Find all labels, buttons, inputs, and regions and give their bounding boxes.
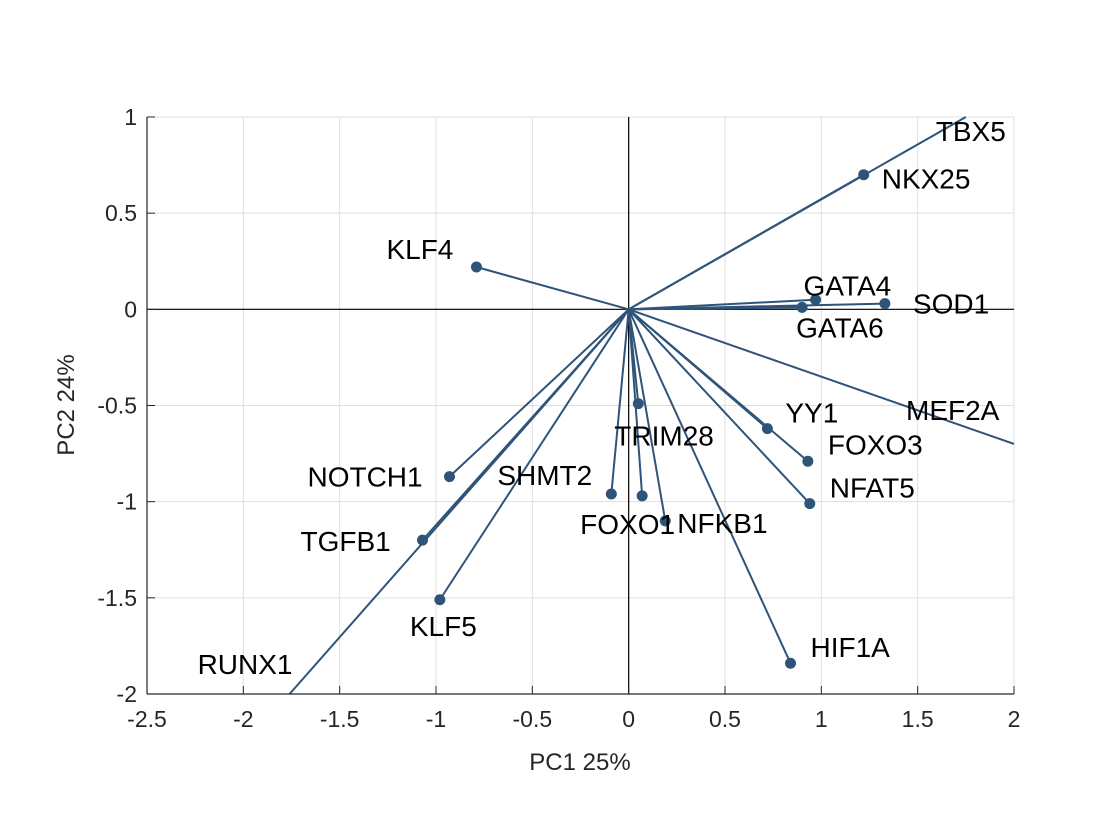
loading-vectors xyxy=(288,116,1015,695)
y-tick-label: -1.5 xyxy=(97,585,137,611)
label-klf5: KLF5 xyxy=(410,611,477,642)
marker-yy1 xyxy=(761,423,773,435)
marker-klf5 xyxy=(434,594,446,606)
x-tick-label: -1.5 xyxy=(320,706,360,732)
x-tick-label: -2.5 xyxy=(127,706,167,732)
label-tgfb1: TGFB1 xyxy=(301,526,391,557)
vector-nkx25 xyxy=(628,173,865,311)
x-tick-label: -1 xyxy=(426,706,446,732)
vector-klf5 xyxy=(439,308,630,601)
x-axis-title: PC1 25% xyxy=(529,749,630,776)
label-notch1: NOTCH1 xyxy=(307,462,422,493)
vector-nfat5 xyxy=(627,308,811,505)
label-trim28: TRIM28 xyxy=(614,421,714,452)
zero-lines xyxy=(147,117,1014,694)
y-tick-label: -0.5 xyxy=(97,393,137,419)
marker-foxo1 xyxy=(636,490,648,502)
y-tick-labels: -2 -1.5 -1 -0.5 0 0.5 1 xyxy=(97,104,137,707)
label-gata4: GATA4 xyxy=(804,271,892,302)
x-tick-label: -2 xyxy=(233,706,253,732)
vector-runx1 xyxy=(288,308,630,695)
loading-markers xyxy=(417,169,891,669)
label-tbx5: TBX5 xyxy=(936,116,1006,147)
label-runx1: RUNX1 xyxy=(198,649,293,680)
marker-klf4 xyxy=(470,261,482,273)
x-tick-label: 2 xyxy=(1008,706,1021,732)
vector-klf4 xyxy=(476,266,629,311)
marker-nfkb1 xyxy=(659,515,671,527)
marker-gata4 xyxy=(810,294,822,306)
label-foxo1: FOXO1 xyxy=(580,509,675,540)
vector-notch1 xyxy=(448,308,630,478)
marker-gata6 xyxy=(796,301,808,313)
label-gata6: GATA6 xyxy=(796,312,884,343)
label-shmt2: SHMT2 xyxy=(497,460,592,491)
vector-sod1 xyxy=(628,302,885,311)
vector-shmt2 xyxy=(610,309,630,495)
vector-nfkb1 xyxy=(627,309,667,522)
marker-nkx25 xyxy=(858,169,870,181)
y-tick-label: 0 xyxy=(124,296,137,322)
y-tick-label: -1 xyxy=(117,489,137,515)
marker-notch1 xyxy=(443,471,455,483)
x-tick-label: 1.5 xyxy=(902,706,934,732)
marker-shmt2 xyxy=(605,488,617,500)
x-tick-label: -0.5 xyxy=(513,706,553,732)
label-nkx25: NKX25 xyxy=(882,164,971,195)
label-klf4: KLF4 xyxy=(386,234,453,265)
axes xyxy=(146,116,1015,695)
label-hif1a: HIF1A xyxy=(811,632,891,663)
y-tick-label: 0.5 xyxy=(105,200,137,226)
label-mef2a: MEF2A xyxy=(906,395,1000,426)
label-nfkb1: NFKB1 xyxy=(677,508,767,539)
vector-foxo3 xyxy=(628,308,809,463)
y-tick-label: 1 xyxy=(124,104,137,130)
marker-sod1 xyxy=(879,298,891,310)
marker-trim28 xyxy=(632,398,644,410)
vector-hif1a xyxy=(627,308,792,664)
point-labels: TBX5 NKX25 KLF4 GATA4 GATA6 SOD1 MEF2A YY1 TRIM2… xyxy=(198,116,1006,680)
x-tick-label: 0.5 xyxy=(709,706,741,732)
label-sod1: SOD1 xyxy=(913,289,989,320)
marker-foxo3 xyxy=(802,455,814,467)
label-yy1: YY1 xyxy=(785,398,838,429)
y-tick-label: -2 xyxy=(117,681,137,707)
label-foxo3: FOXO3 xyxy=(828,429,923,460)
marker-nfat5 xyxy=(804,498,816,510)
label-nfat5: NFAT5 xyxy=(830,473,915,504)
marker-hif1a xyxy=(785,657,797,669)
vector-mef2a xyxy=(628,308,1015,445)
x-tick-label: 1 xyxy=(815,706,828,732)
marker-tgfb1 xyxy=(417,534,429,546)
x-tick-label: 0 xyxy=(622,706,635,732)
x-tick-labels: -2.5 -2 -1.5 -1 -0.5 0 0.5 1 1.5 2 xyxy=(127,706,1020,732)
y-axis-title: PC2 24% xyxy=(53,354,80,455)
